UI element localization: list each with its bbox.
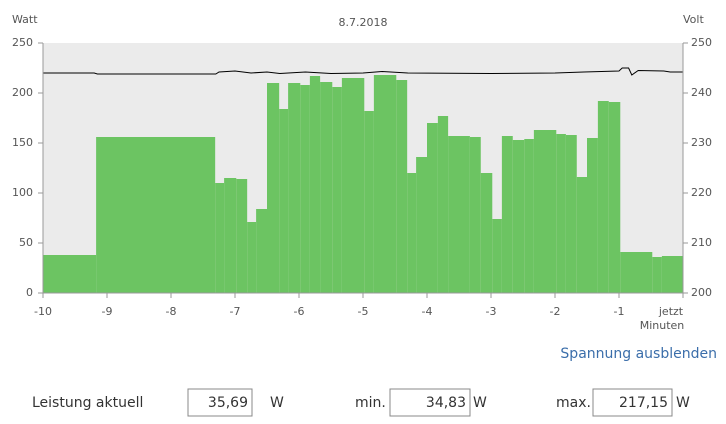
power-bar xyxy=(437,116,449,293)
current-unit: W xyxy=(270,395,284,411)
y-tick-label: 0 xyxy=(26,286,33,299)
power-bar xyxy=(96,137,216,293)
x-tick-label: -9 xyxy=(102,305,113,318)
x-tick-label: -2 xyxy=(550,305,561,318)
power-bar xyxy=(608,102,621,293)
power-bar xyxy=(524,139,534,293)
x-tick-label: -4 xyxy=(422,305,433,318)
current-label: Leistung aktuell xyxy=(32,395,143,411)
power-bar xyxy=(247,222,257,293)
min-input[interactable] xyxy=(389,388,471,417)
power-bar xyxy=(448,136,470,293)
min-value: 34,83 xyxy=(426,395,466,411)
power-bar xyxy=(533,130,557,293)
power-bar xyxy=(576,177,587,293)
power-bar xyxy=(565,135,577,293)
x-tick-label: -10 xyxy=(34,305,52,318)
power-bar xyxy=(661,256,683,293)
power-bar xyxy=(373,75,397,293)
y2-tick-label: 250 xyxy=(691,36,712,49)
x-tick-label: -7 xyxy=(230,305,241,318)
voltage-line xyxy=(43,67,683,76)
chart-title: 8.7.2018 xyxy=(339,16,388,29)
max-unit: W xyxy=(676,395,690,411)
max-label: max. xyxy=(556,395,591,411)
power-bar xyxy=(332,87,342,293)
power-bar xyxy=(652,257,662,293)
y2-axis-label: Volt xyxy=(683,13,704,26)
power-bar xyxy=(236,179,248,293)
power-bar xyxy=(427,123,438,293)
power-bar xyxy=(407,173,417,293)
current-value: 35,69 xyxy=(208,395,248,411)
power-bar xyxy=(309,76,321,293)
x-tick-label: -3 xyxy=(486,305,497,318)
max-input[interactable] xyxy=(592,388,673,417)
power-bar xyxy=(396,80,408,293)
y2-tick-label: 240 xyxy=(691,86,712,99)
power-bar xyxy=(256,209,267,293)
power-bar xyxy=(501,136,513,293)
power-bar xyxy=(556,134,566,293)
y2-tick-label: 220 xyxy=(691,186,712,199)
power-bar xyxy=(43,255,97,293)
max-value: 217,15 xyxy=(619,395,668,411)
toggle-voltage-link[interactable]: Spannung ausblenden xyxy=(560,346,717,362)
x-tick-label: -1 xyxy=(614,305,625,318)
power-bar xyxy=(320,82,333,293)
power-bar xyxy=(480,173,493,293)
power-bar xyxy=(492,219,502,293)
power-bar xyxy=(267,83,280,293)
y-axis-label: Watt xyxy=(12,13,38,26)
power-bar xyxy=(215,183,225,293)
y-tick-label: 250 xyxy=(12,36,33,49)
x-axis-label: Minuten xyxy=(640,319,685,332)
x-tick-label: -6 xyxy=(294,305,305,318)
y-tick-label: 100 xyxy=(12,186,33,199)
power-bar xyxy=(279,109,289,293)
min-label: min. xyxy=(355,395,386,411)
power-bar xyxy=(341,78,365,293)
power-bar xyxy=(288,83,301,293)
power-bar xyxy=(620,252,653,293)
power-bar xyxy=(469,137,481,293)
y-tick-label: 150 xyxy=(12,136,33,149)
plot xyxy=(43,67,683,293)
power-bar xyxy=(512,140,525,293)
y-tick-label: 50 xyxy=(19,236,33,249)
y2-tick-label: 230 xyxy=(691,136,712,149)
x-tick-label: -5 xyxy=(358,305,369,318)
x-tick-label: -8 xyxy=(166,305,177,318)
power-bar xyxy=(364,111,374,293)
current-input[interactable] xyxy=(187,388,253,417)
min-unit: W xyxy=(473,395,487,411)
x-tick-label: jetzt xyxy=(658,305,684,318)
power-bar xyxy=(597,101,609,293)
y2-tick-label: 210 xyxy=(691,236,712,249)
power-bar xyxy=(224,178,237,293)
power-bar xyxy=(416,157,427,293)
y-tick-label: 200 xyxy=(12,86,33,99)
y2-tick-label: 200 xyxy=(691,286,712,299)
power-bar xyxy=(300,85,310,293)
power-bar xyxy=(587,138,598,293)
